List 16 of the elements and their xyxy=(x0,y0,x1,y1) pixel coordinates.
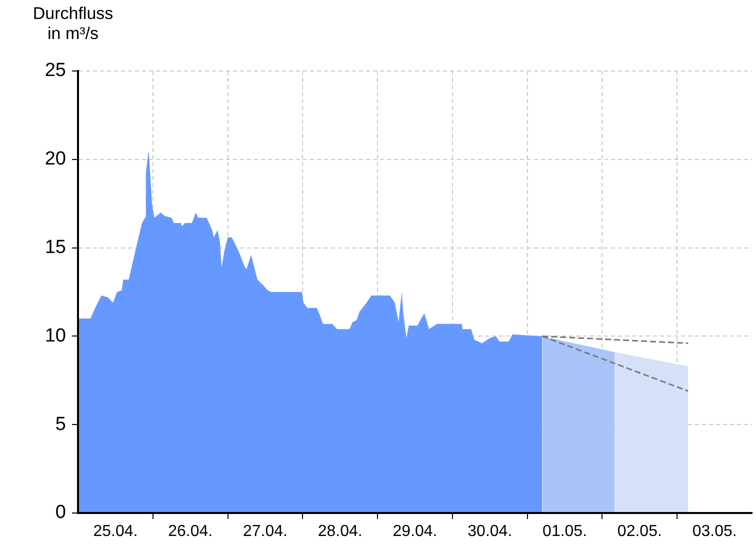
x-tick-label: 26.04. xyxy=(168,523,213,540)
x-tick-label: 29.04. xyxy=(392,523,438,540)
x-tick-label: 03.05. xyxy=(692,523,737,540)
x-tick-label: 27.04. xyxy=(242,523,288,540)
y-axis-title: Durchfluss in m³/s xyxy=(32,4,114,44)
y-tick-label: 5 xyxy=(55,414,66,435)
x-tick-label: 28.04. xyxy=(318,523,362,540)
y-tick-label: 0 xyxy=(55,502,66,524)
y-tick-label: 20 xyxy=(44,148,66,170)
x-tick-label: 25.04. xyxy=(93,523,138,540)
x-tick-label: 01.05. xyxy=(542,523,588,540)
y-tick-label: 15 xyxy=(44,237,66,258)
y-tick-label: 25 xyxy=(44,60,66,82)
x-tick-label: 30.04. xyxy=(468,523,512,540)
x-tick-label: 02.05. xyxy=(617,523,662,540)
y-tick-label: 10 xyxy=(44,325,66,346)
